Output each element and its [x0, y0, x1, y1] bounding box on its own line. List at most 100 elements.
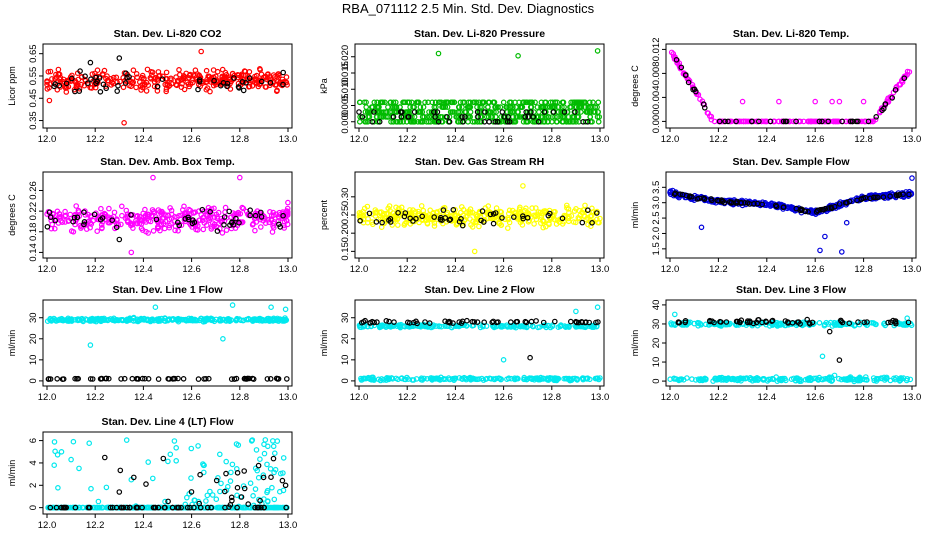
x-tick-label: 12.4: [134, 392, 153, 403]
x-tick-label: 12.4: [134, 264, 153, 275]
data-point: [255, 474, 262, 481]
data-point: [425, 119, 432, 125]
plot-frame: [42, 431, 293, 515]
data-point: [805, 118, 812, 125]
data-point: [583, 216, 590, 223]
data-point: [114, 79, 120, 86]
data-point: [774, 319, 780, 326]
data-point: [369, 104, 376, 110]
highlight-point: [439, 217, 445, 223]
highlight-point: [413, 215, 419, 222]
highlight-point: [279, 477, 286, 484]
data-point: [375, 376, 382, 383]
data-point: [265, 315, 272, 322]
highlight-point: [561, 109, 568, 115]
data-point: [565, 218, 572, 225]
data-point: [414, 99, 421, 106]
data-point: [68, 317, 74, 324]
y-tick-label: 0.35: [28, 111, 39, 129]
data-point: [359, 213, 365, 219]
highlight-point: [54, 375, 61, 382]
data-point: [162, 498, 168, 505]
data-point: [481, 212, 488, 219]
highlight-point: [81, 219, 88, 225]
data-point: [223, 458, 230, 465]
highlight-point: [386, 318, 392, 325]
data-point: [222, 69, 229, 76]
data-point: [470, 375, 476, 382]
highlight-point: [165, 498, 171, 505]
data-point: [237, 174, 243, 181]
data-point: [257, 456, 263, 463]
highlight-point: [782, 118, 789, 125]
highlight-point: [208, 504, 215, 511]
highlight-point: [401, 213, 408, 220]
data-point: [279, 318, 286, 324]
highlight-point: [280, 212, 286, 219]
data-point: [138, 87, 144, 93]
data-point: [55, 66, 62, 73]
highlight-point: [797, 321, 803, 327]
highlight-point: [142, 375, 148, 382]
data-point: [516, 114, 523, 120]
data-point: [78, 225, 84, 231]
x-tick-label: 13.0: [279, 392, 298, 403]
data-point: [195, 443, 201, 449]
data-point: [271, 450, 278, 457]
data-point: [521, 376, 528, 383]
data-point: [384, 323, 391, 329]
y-axis-label: Licor ppm: [7, 66, 17, 106]
data-point: [266, 219, 272, 226]
highlight-point: [671, 191, 678, 198]
data-point: [510, 104, 516, 110]
chart-title: Stan. Dev. Amb. Box Temp.: [100, 156, 235, 168]
y-tick-label: 0: [651, 378, 662, 383]
data-point: [367, 376, 374, 383]
data-point: [240, 504, 247, 511]
y-tick-label: 0.55: [28, 67, 39, 86]
data-point: [373, 209, 380, 215]
data-point: [98, 315, 105, 322]
highlight-point: [159, 76, 166, 83]
highlight-point: [250, 376, 257, 382]
highlight-point: [238, 494, 245, 500]
data-point: [89, 71, 96, 77]
data-point: [220, 316, 227, 323]
highlight-point: [559, 215, 566, 222]
highlight-point: [862, 194, 869, 201]
data-point: [471, 248, 478, 255]
highlight-point: [595, 319, 601, 325]
data-point: [140, 210, 147, 217]
data-point: [205, 215, 212, 222]
data-point: [816, 319, 823, 326]
highlight-point: [220, 80, 227, 86]
data-point: [776, 98, 782, 105]
highlight-point: [221, 214, 228, 220]
data-point: [54, 451, 61, 458]
data-point: [59, 317, 65, 324]
data-point: [491, 109, 497, 115]
data-point: [395, 376, 401, 383]
data-point: [796, 118, 803, 125]
data-point: [532, 205, 539, 211]
x-tick-label: 12.8: [231, 264, 250, 275]
data-point: [219, 230, 226, 236]
highlight-point: [153, 216, 160, 223]
data-point: [485, 203, 492, 209]
highlight-point: [442, 318, 448, 325]
data-point: [272, 466, 279, 473]
highlight-point: [575, 319, 582, 326]
highlight-point: [405, 114, 411, 120]
x-tick-label: 12.6: [806, 264, 825, 275]
data-point: [425, 216, 432, 222]
data-point: [162, 218, 169, 225]
data-point: [239, 219, 245, 226]
data-point: [192, 67, 199, 74]
data-point: [456, 375, 463, 381]
data-point: [218, 480, 224, 487]
highlight-point: [527, 354, 533, 361]
y-tick-label: 10: [340, 355, 351, 366]
data-point: [393, 204, 399, 211]
data-point: [143, 88, 150, 94]
y-tick-label: 0.45: [28, 89, 39, 108]
